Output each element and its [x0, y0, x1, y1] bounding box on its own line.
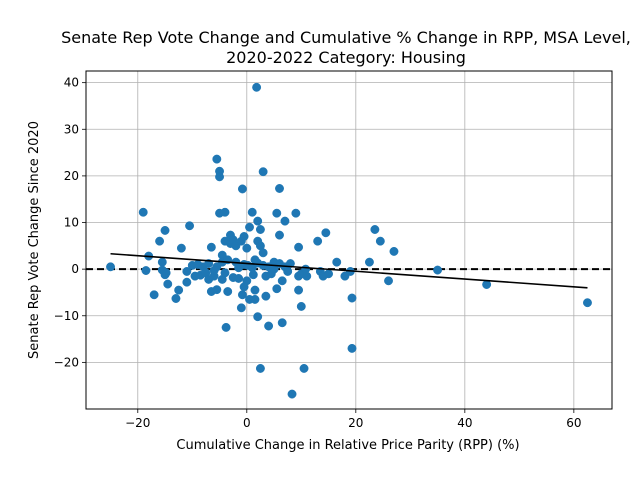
y-tick-label: −10	[54, 309, 79, 323]
data-point	[332, 257, 342, 267]
data-point	[370, 225, 380, 234]
data-point	[250, 294, 260, 304]
data-point	[261, 291, 271, 301]
y-tick-label: 10	[64, 216, 79, 230]
data-point	[221, 322, 231, 332]
data-point	[347, 293, 357, 303]
data-point	[433, 265, 443, 275]
data-point	[272, 208, 282, 218]
data-point	[212, 154, 222, 164]
data-point	[163, 279, 173, 289]
data-point	[247, 207, 257, 217]
data-point	[182, 277, 192, 287]
data-point	[176, 243, 186, 253]
y-axis-label: Senate Rep Vote Change Since 2020	[27, 121, 42, 359]
data-point	[237, 184, 247, 194]
y-axis-ticks: −20 −10 0 10 20 30 40	[54, 76, 86, 369]
data-point	[321, 228, 331, 238]
data-point	[294, 242, 304, 252]
data-point	[252, 82, 262, 92]
data-point	[245, 222, 254, 232]
data-point	[296, 301, 306, 311]
data-points	[106, 82, 592, 399]
y-tick-label: −20	[54, 355, 79, 369]
data-point	[280, 216, 290, 226]
y-tick-label: 30	[64, 122, 79, 136]
data-point	[206, 242, 216, 252]
data-point	[223, 287, 233, 296]
chart-title-line-1: Senate Rep Vote Change and Cumulative % …	[61, 28, 631, 47]
chart-title: Senate Rep Vote Change and Cumulative % …	[61, 28, 631, 67]
chart-title-line-2: 2020-2022 Category: Housing	[226, 48, 466, 67]
data-point	[141, 266, 151, 275]
data-point	[250, 285, 260, 295]
data-point	[389, 246, 399, 256]
data-point	[291, 208, 301, 218]
data-point	[248, 270, 258, 280]
data-point	[212, 285, 222, 295]
data-point	[302, 271, 312, 281]
x-axis-ticks: −20 0 20 40 60	[125, 409, 581, 430]
data-point	[272, 284, 282, 294]
x-axis-label: Cumulative Change in Relative Price Pari…	[176, 438, 519, 453]
data-point	[364, 257, 374, 267]
data-point	[220, 207, 230, 217]
data-point	[149, 290, 159, 300]
x-tick-label: 60	[566, 416, 581, 430]
data-point	[161, 268, 171, 278]
data-point	[185, 221, 195, 231]
x-tick-label: −20	[125, 416, 150, 430]
data-point	[171, 294, 181, 303]
data-point	[258, 248, 268, 258]
data-point	[239, 232, 249, 241]
data-point	[215, 172, 224, 182]
data-point	[157, 257, 167, 267]
data-point	[155, 236, 165, 246]
data-point	[160, 225, 170, 235]
data-point	[275, 230, 284, 240]
data-point	[253, 312, 263, 322]
data-point	[313, 236, 323, 246]
data-point	[106, 262, 115, 272]
data-point	[277, 276, 287, 286]
data-point	[242, 276, 252, 286]
data-point	[242, 243, 252, 253]
data-point	[236, 303, 246, 313]
x-tick-label: 40	[457, 416, 472, 430]
data-point	[583, 298, 592, 308]
data-point	[258, 167, 268, 177]
data-point	[174, 285, 184, 295]
x-tick-label: 20	[348, 416, 363, 430]
data-point	[237, 290, 247, 300]
data-point	[299, 363, 309, 373]
data-point	[234, 274, 244, 283]
y-tick-label: 20	[64, 169, 79, 183]
data-point	[138, 207, 148, 217]
x-tick-label: 0	[243, 416, 251, 430]
plot-frame	[85, 70, 613, 410]
data-point	[220, 268, 230, 278]
data-point	[182, 267, 192, 276]
data-point	[255, 363, 265, 373]
data-point	[253, 216, 263, 226]
data-point	[347, 343, 357, 353]
trend-line	[110, 252, 588, 289]
data-point	[294, 285, 304, 295]
data-point	[277, 318, 287, 328]
data-point	[275, 184, 284, 193]
data-point	[287, 389, 297, 399]
data-point	[264, 321, 274, 331]
data-point	[324, 269, 334, 279]
y-tick-label: 40	[64, 76, 79, 90]
y-tick-label: 0	[71, 262, 79, 276]
data-point	[283, 267, 293, 276]
data-point	[255, 225, 265, 234]
grid	[86, 71, 612, 409]
data-point	[375, 236, 385, 246]
data-point	[384, 276, 393, 286]
